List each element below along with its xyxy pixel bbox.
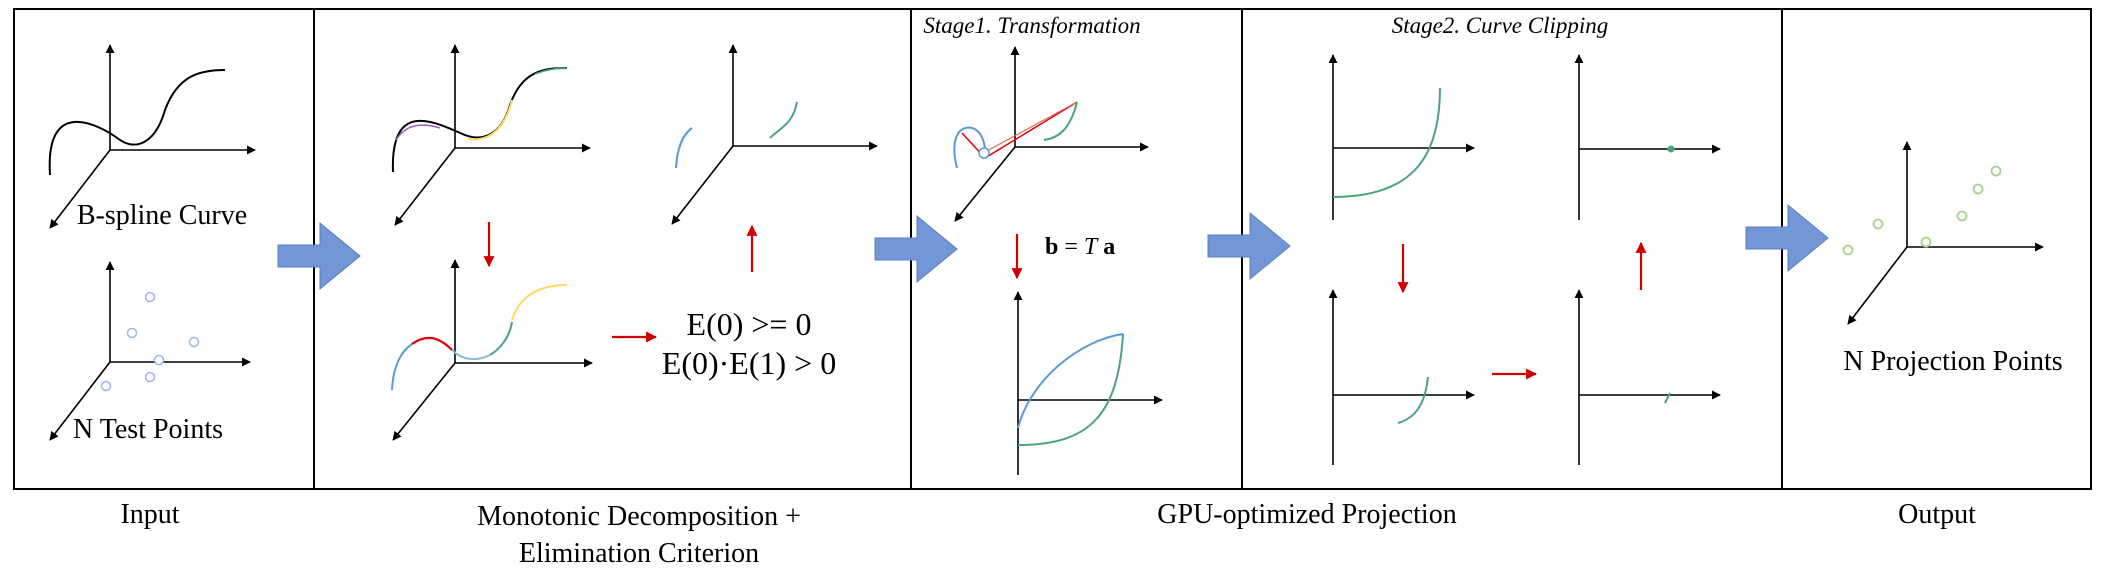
input-bspline-curve (48, 69, 226, 176)
decomp-full-curve (391, 67, 568, 173)
clip-axes-2 (1574, 54, 1721, 220)
stage1-axes-after (1013, 291, 1163, 475)
transformation-equation: b = T a (1045, 234, 1115, 260)
clip-axes-3 (1328, 289, 1475, 465)
decomp-piece-blue (391, 343, 413, 391)
caption-projection: GPU-optimized Projection (1157, 499, 1456, 530)
stage1-axes-before (954, 46, 1149, 222)
elimination-equation-line2: E(0)·E(1) > 0 (662, 345, 836, 381)
flow-arrow-3 (1207, 211, 1291, 281)
flow-arrow-2 (874, 214, 958, 284)
stage1-red-outline (961, 101, 1078, 159)
projection-point (1842, 244, 1854, 256)
decomp-full-curve-green-segment (534, 67, 568, 75)
output-axes (1847, 141, 2044, 325)
equation-a: a (1097, 234, 1115, 260)
decomp-axes-full (394, 44, 591, 226)
caption-decomposition-line2: Elimination Criterion (519, 538, 759, 569)
clip-converged-point (1667, 145, 1675, 153)
input-curve-label: B-spline Curve (77, 200, 247, 231)
flow-arrow-4 (1745, 203, 1829, 273)
caption-output: Output (1898, 499, 1976, 530)
stage1-orange-line (984, 101, 1078, 153)
decomp-remaining-blue (675, 127, 693, 169)
input-points-axes (49, 261, 251, 441)
stage1-test-point (978, 147, 990, 159)
projection-point (1972, 183, 1984, 195)
clipping-panel-frame (1241, 8, 1783, 490)
output-panel-frame (1781, 8, 2092, 490)
decomp-remaining-green (769, 101, 798, 139)
clip-axes-1 (1328, 54, 1475, 220)
stage1-blue-curve (953, 126, 986, 169)
input-test-points (100, 291, 200, 392)
projection-point (1990, 165, 2002, 177)
equation-b: b (1045, 234, 1058, 260)
decomp-full-curve-yellow-segment (467, 99, 513, 141)
stage1-green-curve (1043, 101, 1078, 141)
caption-input: Input (120, 499, 179, 530)
output-projection-points (1842, 165, 2002, 256)
flow-arrow-1 (277, 221, 361, 291)
test-point (188, 336, 200, 348)
test-point (153, 354, 165, 366)
test-point (126, 327, 138, 339)
test-point (100, 380, 112, 392)
decomp-piece-red (411, 336, 453, 351)
decomp-axes-remaining (671, 44, 878, 225)
clip-curve-3 (1397, 376, 1429, 424)
caption-decomposition-line1: Monotonic Decomposition + (477, 501, 801, 532)
projection-point (1872, 218, 1884, 230)
decomp-full-curve-purple-segment (395, 124, 441, 141)
stage1-transformed-green (1017, 333, 1124, 446)
decomp-piece-lightblue (451, 349, 491, 361)
decomposition-panel-frame (313, 8, 912, 490)
equation-T: T (1084, 234, 1099, 260)
projection-point (1956, 210, 1968, 222)
elimination-equation-line1: E(0) >= 0 (687, 306, 812, 342)
decomp-piece-green (489, 321, 513, 356)
clip-axes-4 (1574, 289, 1721, 465)
clip-curve-4 (1664, 392, 1671, 404)
decomp-axes-pieces (392, 259, 593, 441)
decomp-piece-yellow (511, 284, 568, 321)
stage2-title: Stage2. Curve Clipping (1392, 13, 1609, 38)
stage1-transformed-blue (1017, 333, 1124, 429)
output-points-label: N Projection Points (1843, 346, 2062, 377)
test-point (144, 291, 156, 303)
equation-equals: = (1058, 234, 1084, 260)
test-point (144, 371, 156, 383)
clip-curve-1 (1332, 87, 1441, 198)
stage1-title: Stage1. Transformation (923, 13, 1140, 38)
input-points-label: N Test Points (73, 414, 223, 445)
projection-point (1920, 236, 1932, 248)
